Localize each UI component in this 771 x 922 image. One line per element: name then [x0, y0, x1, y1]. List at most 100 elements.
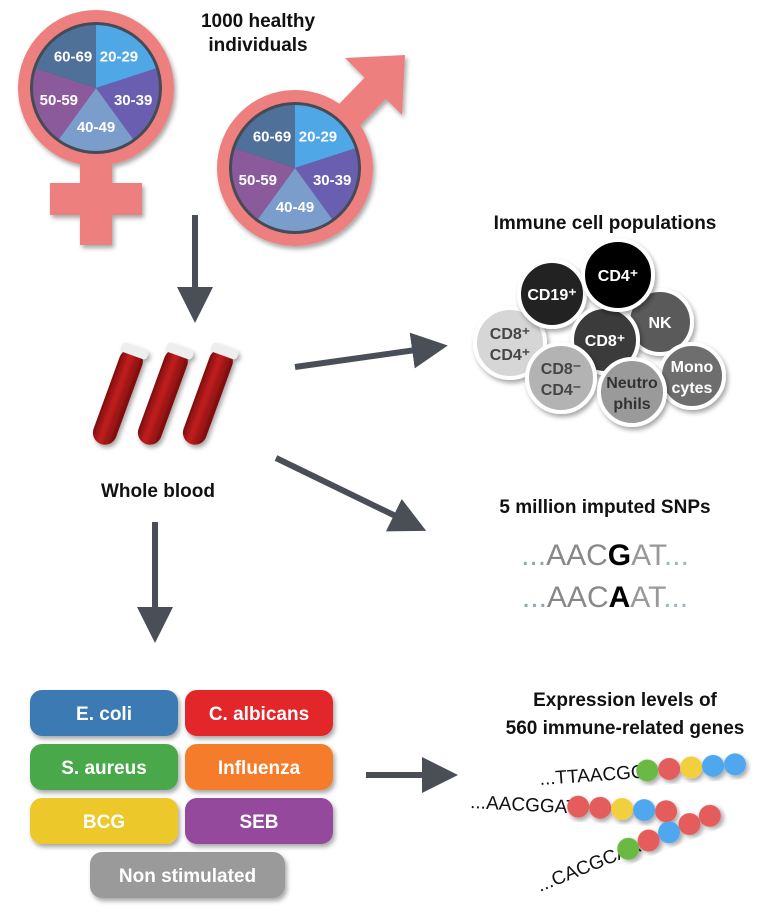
cell-label: phils — [613, 396, 650, 413]
expression-bead — [567, 795, 590, 818]
female-age-label: 60-69 — [54, 48, 92, 65]
stimulus-influenza: Influenza — [185, 744, 333, 790]
stimulus-label: C. albicans — [209, 704, 309, 725]
female-age-label: 40-49 — [77, 119, 115, 136]
cohort-title-line2: individuals — [208, 35, 307, 56]
whole-blood-label: Whole blood — [101, 481, 215, 502]
stimulus-bcg: BCG — [30, 798, 178, 844]
female-slice-40-49 — [58, 88, 134, 151]
expression-bead — [617, 837, 640, 860]
stimulus-label: Non stimulated — [119, 866, 256, 887]
stimulus-label: BCG — [83, 812, 125, 833]
immune-cells-title: Immune cell populations — [494, 213, 717, 234]
expression-bead — [702, 754, 725, 777]
stimulus-label: Influenza — [218, 758, 301, 779]
snp-prefix: ... — [521, 539, 546, 572]
snp-right: AT — [630, 581, 666, 614]
immune-cell-cluster: CD8⁺ CD4⁺ CD19⁺ NK CD8⁺ CD4⁺ CD8⁻ CD4⁻ Mono cytes… — [473, 238, 726, 427]
snp-sequence-row: ...AACGAT... — [521, 539, 689, 572]
female-slice-20-29 — [96, 25, 156, 88]
cell-cd8⁻-cd4⁻: CD8⁻ CD4⁻ — [525, 342, 597, 414]
male-age-label: 40-49 — [276, 199, 314, 216]
gene-sequence: ...TTAACGG — [539, 762, 646, 790]
snp-sequences: ...AACGAT......AACAAT... — [521, 539, 689, 614]
male-age-label: 30-39 — [313, 172, 351, 189]
snp-left: AAC — [546, 539, 608, 572]
stimulus-non-stimulated: Non stimulated — [90, 852, 285, 898]
male-slice-50-59 — [232, 148, 295, 219]
stimulus-label: E. coli — [76, 704, 132, 725]
female-slice-30-39 — [96, 68, 159, 139]
female-age-label: 20-29 — [100, 48, 138, 65]
expression-bead — [678, 813, 701, 836]
cell-label: cytes — [672, 380, 713, 397]
male-slice-40-49 — [257, 168, 333, 232]
cell-label: Neutro — [606, 375, 658, 392]
expression-title-line1: Expression levels of — [533, 690, 717, 711]
snp-sequence-row: ...AACAAT... — [522, 581, 688, 614]
stimulus-s-aureus: S. aureus — [30, 744, 178, 790]
stimulus-label: S. aureus — [61, 758, 147, 779]
cell-cd4⁺: CD4⁺ — [581, 238, 655, 312]
female-slice-60-69 — [36, 25, 96, 88]
snp-left: AAC — [547, 581, 609, 614]
cell-label: CD4⁺ — [598, 268, 638, 285]
snp-suffix: ... — [664, 539, 689, 572]
stimuli-buttons: E. coli C. albicans S. aureus Influenza BCG S… — [30, 690, 333, 898]
stimulus-label: SEB — [239, 812, 278, 833]
male-age-label: 50-59 — [239, 172, 277, 189]
stimulus-seb: SEB — [185, 798, 333, 844]
expression-sequences: ...TTAACGG...AACGGAT...CACGCAA — [470, 753, 747, 897]
snp-suffix: ... — [663, 581, 688, 614]
male-age-label: 60-69 — [253, 128, 291, 145]
expression-bead — [589, 796, 612, 819]
male-age-label: 20-29 — [299, 128, 337, 145]
female-age-label: 30-39 — [114, 92, 152, 109]
male-slice-20-29 — [295, 105, 355, 168]
cell-neutro-phils: Neutro phils — [597, 357, 667, 427]
cell-cd19⁺: CD19⁺ — [517, 259, 587, 329]
expression-bead — [698, 804, 721, 827]
expression-bead — [637, 829, 660, 852]
cell-cd8⁺-cd4⁺: CD8⁺ CD4⁺ — [473, 306, 547, 380]
expression-row: ...TTAACGG — [539, 753, 747, 790]
female-age-label: 50-59 — [40, 92, 78, 109]
cell-label: CD8⁻ — [541, 361, 581, 378]
stimulus-c-albicans: C. albicans — [185, 690, 333, 736]
female-age-pie: 20-29 30-39 40-49 50-59 60-69 — [30, 22, 162, 154]
cell-label: CD8⁺ — [490, 326, 530, 343]
expression-bead — [658, 821, 681, 844]
cell-mono-cytes: Mono cytes — [658, 342, 726, 410]
cell-label: Mono — [671, 359, 714, 376]
expression-row: ...AACGGAT — [470, 792, 678, 823]
female-slice-50-59 — [33, 68, 96, 139]
snp-right: AT — [631, 539, 667, 572]
cohort-title-line1: 1000 healthy — [201, 11, 315, 32]
male-age-pie: 20-29 30-39 40-49 50-59 60-69 — [229, 102, 361, 234]
expression-title-line2: 560 immune-related genes — [506, 718, 745, 739]
arrow-to-cells — [294, 332, 448, 370]
expression-bead — [658, 757, 681, 780]
expression-bead — [633, 799, 656, 822]
snp-allele: A — [609, 581, 631, 614]
stimulus-e-coli: E. coli — [30, 690, 178, 736]
expression-bead — [655, 800, 678, 823]
cell-label: CD19⁺ — [527, 287, 576, 304]
cell-label: CD4⁻ — [541, 382, 581, 399]
cell-label: CD4⁺ — [490, 347, 530, 364]
snps-title: 5 million imputed SNPs — [499, 497, 710, 518]
blood-tubes-icon — [92, 342, 239, 445]
gene-sequence: ...AACGGAT — [470, 792, 579, 819]
arrow-to-snps — [274, 455, 427, 532]
male-slice-60-69 — [235, 105, 295, 168]
snp-allele: G — [608, 539, 631, 572]
expression-bead — [636, 759, 659, 782]
cell-label: CD8⁺ — [585, 333, 625, 350]
expression-bead — [724, 753, 747, 776]
male-slice-30-39 — [295, 148, 358, 219]
expression-bead — [611, 797, 634, 820]
expression-bead — [680, 756, 703, 779]
cell-label: NK — [648, 315, 672, 332]
